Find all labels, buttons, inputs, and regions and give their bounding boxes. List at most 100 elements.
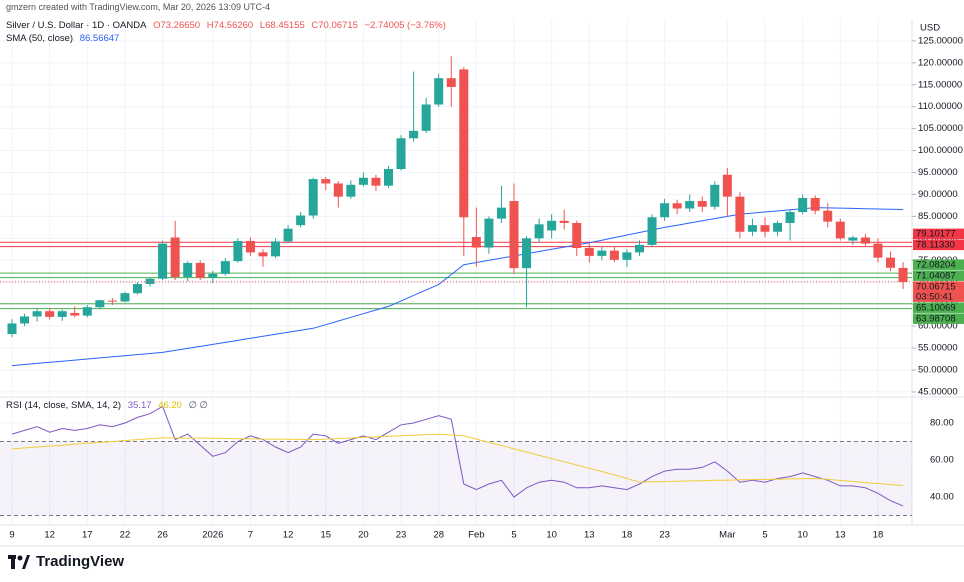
ohlc-high: H74.56260 xyxy=(206,20,254,31)
candle-body xyxy=(145,278,155,284)
price-tag-label: 78.11330 xyxy=(916,240,955,251)
candle-body xyxy=(710,184,720,207)
candle-body xyxy=(45,311,55,317)
candle-body xyxy=(635,244,644,253)
candle-body xyxy=(584,247,594,256)
x-tick-label: Mar xyxy=(719,530,735,541)
candle-body xyxy=(308,179,318,216)
price-tag xyxy=(913,259,964,270)
candle-body xyxy=(195,262,205,278)
candle-body xyxy=(20,316,30,324)
y-tick-label: 95.00000 xyxy=(918,167,958,178)
y-tick-label: 50.00000 xyxy=(918,365,958,376)
candle-body xyxy=(371,177,381,186)
brand-icon xyxy=(8,554,30,569)
candle-body xyxy=(496,207,506,219)
candle-body xyxy=(898,267,908,282)
rsi-line xyxy=(11,405,904,507)
candle-body xyxy=(32,311,42,317)
symbol-title: Silver / U.S. Dollar · 1D · OANDA xyxy=(6,20,147,31)
candle-body xyxy=(120,293,130,302)
candle-body xyxy=(170,237,180,277)
x-tick-label: 5 xyxy=(511,530,516,541)
price-tag-label: 79.10177 xyxy=(916,229,956,240)
candle-body xyxy=(886,257,895,268)
y-tick-label: 55.00000 xyxy=(918,343,958,354)
y-tick-label: 105.00000 xyxy=(918,123,963,134)
candle-body xyxy=(258,252,268,257)
x-tick-label: 13 xyxy=(584,530,595,541)
y-tick-label: 115.00000 xyxy=(918,79,962,90)
candle-body xyxy=(459,69,469,218)
rsi-legend: RSI (14, close, SMA, 14, 2) 35.17 46.20 … xyxy=(6,400,212,411)
candle-body xyxy=(233,240,243,262)
candle-body xyxy=(434,78,444,105)
candle-body xyxy=(660,203,670,218)
candle-body xyxy=(446,78,456,87)
price-tag xyxy=(913,281,964,302)
candle-body xyxy=(823,210,833,222)
price-tag xyxy=(913,239,964,251)
candle-body xyxy=(785,212,795,223)
x-tick-label: 15 xyxy=(320,530,331,541)
candle-body xyxy=(798,197,808,213)
candle-body xyxy=(672,203,682,209)
candle-body xyxy=(396,138,406,170)
candle-body xyxy=(245,240,255,253)
candle-body xyxy=(271,241,281,257)
price-tag-label: 65.10069 xyxy=(916,302,956,313)
y-tick-label: 90.00000 xyxy=(918,189,958,200)
candle-body xyxy=(547,220,557,231)
y-tick-label: 60.00000 xyxy=(918,321,958,332)
candle-body xyxy=(421,104,431,131)
candle-body xyxy=(384,169,393,186)
candle-body xyxy=(158,243,168,279)
candle-body xyxy=(82,307,92,316)
x-tick-label: 23 xyxy=(396,530,407,541)
rsi-tick-label: 80.00 xyxy=(930,417,954,428)
candle-body xyxy=(346,184,356,197)
candle-body xyxy=(572,222,582,248)
x-tick-label: 2026 xyxy=(202,530,223,541)
symbol-legend: Silver / U.S. Dollar · 1D · OANDA O73.26… xyxy=(6,20,450,31)
candle-body xyxy=(283,228,293,242)
candle-body xyxy=(534,224,544,239)
ohlc-close: C70.06715 xyxy=(311,20,358,31)
candle-body xyxy=(333,183,343,197)
candle-body xyxy=(697,201,707,207)
y-tick-label: 45.00000 xyxy=(918,386,958,397)
price-tag xyxy=(913,302,964,313)
candle-body xyxy=(471,237,481,248)
brand-logo: TradingView xyxy=(8,553,124,570)
x-tick-label: Feb xyxy=(468,530,484,541)
ohlc-low: L68.45155 xyxy=(259,20,305,31)
y-tick-label: 120.00000 xyxy=(918,57,963,68)
candle-body xyxy=(296,215,306,226)
x-tick-label: 9 xyxy=(9,530,14,541)
sma-line xyxy=(11,207,904,367)
candle-body xyxy=(95,300,105,308)
y-tick-label: 100.00000 xyxy=(918,145,963,156)
y-tick-label: 85.00000 xyxy=(918,211,958,222)
x-tick-label: 7 xyxy=(248,530,253,541)
candle-body xyxy=(873,243,883,258)
candle-body xyxy=(860,237,870,244)
x-tick-label: 13 xyxy=(835,530,846,541)
candle-body xyxy=(220,261,230,274)
candle-body xyxy=(208,273,218,278)
brand-name: TradingView xyxy=(36,553,125,570)
rsi-ma-value: 46.20 xyxy=(158,400,182,411)
candle-body xyxy=(107,300,117,302)
candle-body xyxy=(647,217,657,245)
candle-body xyxy=(735,196,745,232)
candle-body xyxy=(358,177,368,185)
candle-body xyxy=(183,262,193,277)
x-tick-label: 28 xyxy=(433,530,444,541)
y-tick-label: 110.00000 xyxy=(918,101,962,112)
price-tag xyxy=(913,313,964,324)
rsi-band xyxy=(0,441,912,516)
rsi-tick-label: 40.00 xyxy=(930,492,954,503)
x-tick-label: 12 xyxy=(283,530,294,541)
